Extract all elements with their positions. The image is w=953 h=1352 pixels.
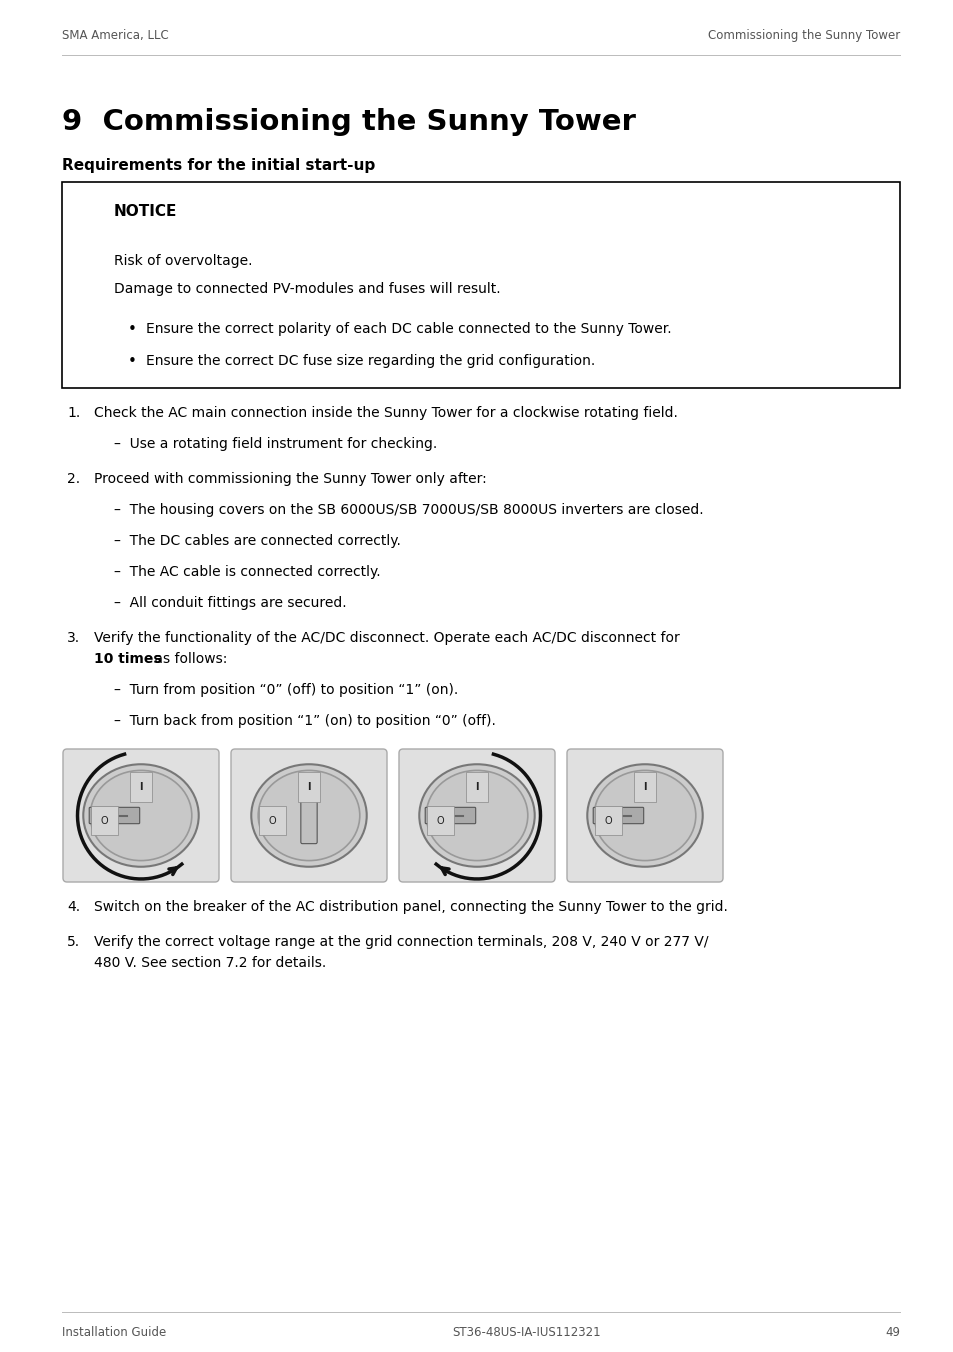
Text: Ensure the correct polarity of each DC cable connected to the Sunny Tower.: Ensure the correct polarity of each DC c… <box>146 322 671 337</box>
Text: –  The AC cable is connected correctly.: – The AC cable is connected correctly. <box>113 565 380 579</box>
Text: 9  Commissioning the Sunny Tower: 9 Commissioning the Sunny Tower <box>62 108 636 137</box>
Text: O: O <box>268 815 275 826</box>
Ellipse shape <box>418 764 535 867</box>
FancyBboxPatch shape <box>231 749 387 882</box>
Text: O: O <box>603 815 611 826</box>
FancyBboxPatch shape <box>398 749 555 882</box>
Text: Ensure the correct DC fuse size regarding the grid configuration.: Ensure the correct DC fuse size regardin… <box>146 354 595 368</box>
Text: 10 times: 10 times <box>94 652 161 667</box>
Text: –  Turn back from position “1” (on) to position “0” (off).: – Turn back from position “1” (on) to po… <box>113 714 496 727</box>
Ellipse shape <box>91 771 192 861</box>
Text: 4.: 4. <box>67 900 80 914</box>
Text: –  All conduit fittings are secured.: – All conduit fittings are secured. <box>113 596 346 610</box>
FancyBboxPatch shape <box>425 807 476 823</box>
FancyBboxPatch shape <box>90 807 139 823</box>
Text: I: I <box>642 781 646 792</box>
Ellipse shape <box>258 771 359 861</box>
Text: I: I <box>475 781 478 792</box>
FancyBboxPatch shape <box>63 749 219 882</box>
Text: Proceed with commissioning the Sunny Tower only after:: Proceed with commissioning the Sunny Tow… <box>94 472 486 485</box>
Text: Verify the correct voltage range at the grid connection terminals, 208 V, 240 V : Verify the correct voltage range at the … <box>94 936 708 949</box>
Text: –  The housing covers on the SB 6000US/SB 7000US/SB 8000US inverters are closed.: – The housing covers on the SB 6000US/SB… <box>113 503 703 516</box>
Text: Requirements for the initial start-up: Requirements for the initial start-up <box>62 158 375 173</box>
Text: 3.: 3. <box>67 631 80 645</box>
Text: 49: 49 <box>884 1326 899 1340</box>
FancyBboxPatch shape <box>300 787 316 844</box>
Text: NOTICE: NOTICE <box>113 204 177 219</box>
Ellipse shape <box>83 764 198 867</box>
Text: O: O <box>436 815 443 826</box>
Text: 5.: 5. <box>67 936 80 949</box>
Text: O: O <box>100 815 108 826</box>
Ellipse shape <box>594 771 695 861</box>
Text: Verify the functionality of the AC/DC disconnect. Operate each AC/DC disconnect : Verify the functionality of the AC/DC di… <box>94 631 679 645</box>
Text: •: • <box>128 354 136 369</box>
Text: –  Turn from position “0” (off) to position “1” (on).: – Turn from position “0” (off) to positi… <box>113 683 457 698</box>
Text: 1.: 1. <box>67 406 80 420</box>
Text: SMA America, LLC: SMA America, LLC <box>62 30 169 42</box>
Text: Commissioning the Sunny Tower: Commissioning the Sunny Tower <box>707 30 899 42</box>
FancyBboxPatch shape <box>593 807 643 823</box>
Text: –  Use a rotating field instrument for checking.: – Use a rotating field instrument for ch… <box>113 437 436 452</box>
Text: Check the AC main connection inside the Sunny Tower for a clockwise rotating fie: Check the AC main connection inside the … <box>94 406 678 420</box>
Text: Installation Guide: Installation Guide <box>62 1326 166 1340</box>
Text: I: I <box>307 781 311 792</box>
Text: as follows:: as follows: <box>150 652 227 667</box>
FancyBboxPatch shape <box>566 749 722 882</box>
Text: Damage to connected PV-modules and fuses will result.: Damage to connected PV-modules and fuses… <box>113 283 500 296</box>
Text: 2.: 2. <box>67 472 80 485</box>
Ellipse shape <box>251 764 366 867</box>
Ellipse shape <box>587 764 702 867</box>
Text: –  The DC cables are connected correctly.: – The DC cables are connected correctly. <box>113 534 400 548</box>
Text: Risk of overvoltage.: Risk of overvoltage. <box>113 254 253 268</box>
Text: ST36-48US-IA-IUS112321: ST36-48US-IA-IUS112321 <box>453 1326 600 1340</box>
Bar <box>62 183 899 388</box>
Text: I: I <box>139 781 143 792</box>
Ellipse shape <box>426 771 527 861</box>
Text: Switch on the breaker of the AC distribution panel, connecting the Sunny Tower t: Switch on the breaker of the AC distribu… <box>94 900 727 914</box>
Text: 480 V. See section 7.2 for details.: 480 V. See section 7.2 for details. <box>94 956 326 969</box>
Text: •: • <box>128 322 136 337</box>
